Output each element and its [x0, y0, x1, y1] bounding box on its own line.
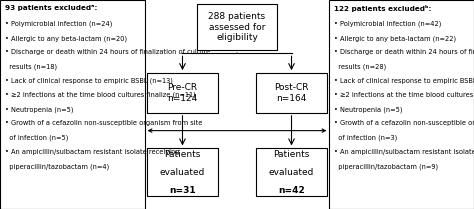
FancyBboxPatch shape: [329, 0, 474, 209]
Text: • Allergic to any beta-lactam (n=22): • Allergic to any beta-lactam (n=22): [334, 35, 456, 42]
FancyBboxPatch shape: [256, 148, 327, 196]
Text: of infection (n=5): of infection (n=5): [5, 135, 68, 141]
Text: • ≥2 infections at the time blood cultures finalize (n=12): • ≥2 infections at the time blood cultur…: [334, 92, 474, 98]
Text: Post-CR
n=164: Post-CR n=164: [274, 83, 309, 103]
Text: Patients: Patients: [164, 150, 201, 159]
Text: evaluated: evaluated: [269, 168, 314, 177]
Text: • Discharge or death within 24 hours of finalization of culture: • Discharge or death within 24 hours of …: [334, 49, 474, 55]
Text: results (n=18): results (n=18): [5, 64, 57, 70]
Text: • Growth of a cefazolin non-susceptible organism from site: • Growth of a cefazolin non-susceptible …: [5, 120, 202, 126]
FancyBboxPatch shape: [147, 73, 218, 113]
Text: • Lack of clinical response to empiric BSBL (n=9): • Lack of clinical response to empiric B…: [334, 78, 474, 84]
Text: • An ampicillin/sulbactam resistant isolate receiving: • An ampicillin/sulbactam resistant isol…: [5, 149, 179, 155]
Text: • Polymicrobial infection (n=42): • Polymicrobial infection (n=42): [334, 21, 442, 27]
Text: • Neutropenia (n=5): • Neutropenia (n=5): [5, 106, 73, 113]
FancyBboxPatch shape: [197, 4, 277, 50]
FancyBboxPatch shape: [0, 0, 145, 209]
Text: evaluated: evaluated: [160, 168, 205, 177]
Text: • Neutropenia (n=5): • Neutropenia (n=5): [334, 106, 403, 113]
Text: results (n=28): results (n=28): [334, 64, 386, 70]
Text: n=31: n=31: [169, 186, 196, 195]
Text: • Discharge or death within 24 hours of finalization of culture: • Discharge or death within 24 hours of …: [5, 49, 210, 55]
Text: Pre-CR
n=124: Pre-CR n=124: [167, 83, 198, 103]
Text: piperacillin/tazobactam (n=4): piperacillin/tazobactam (n=4): [5, 163, 109, 169]
Text: • Lack of clinical response to empiric BSBL (n=13): • Lack of clinical response to empiric B…: [5, 78, 173, 84]
Text: • ≥2 infections at the time blood cultures finalize (n=11): • ≥2 infections at the time blood cultur…: [5, 92, 195, 98]
Text: • Allergic to any beta-lactam (n=20): • Allergic to any beta-lactam (n=20): [5, 35, 127, 42]
Text: 93 patients excludedᵃ:: 93 patients excludedᵃ:: [5, 5, 97, 11]
Text: • Growth of a cefazolin non-susceptible organism from site: • Growth of a cefazolin non-susceptible …: [334, 120, 474, 126]
Text: • Polymicrobial infection (n=24): • Polymicrobial infection (n=24): [5, 21, 112, 27]
Text: • An ampicillin/sulbactam resistant isolate receiving: • An ampicillin/sulbactam resistant isol…: [334, 149, 474, 155]
FancyBboxPatch shape: [147, 148, 218, 196]
Text: n=42: n=42: [278, 186, 305, 195]
Text: piperacillin/tazobactam (n=9): piperacillin/tazobactam (n=9): [334, 163, 438, 169]
Text: 288 patients
assessed for
eligibility: 288 patients assessed for eligibility: [209, 12, 265, 42]
Text: Patients: Patients: [273, 150, 310, 159]
Text: 122 patients excludedᵇ:: 122 patients excludedᵇ:: [334, 5, 431, 12]
Text: of infection (n=3): of infection (n=3): [334, 135, 397, 141]
FancyBboxPatch shape: [256, 73, 327, 113]
